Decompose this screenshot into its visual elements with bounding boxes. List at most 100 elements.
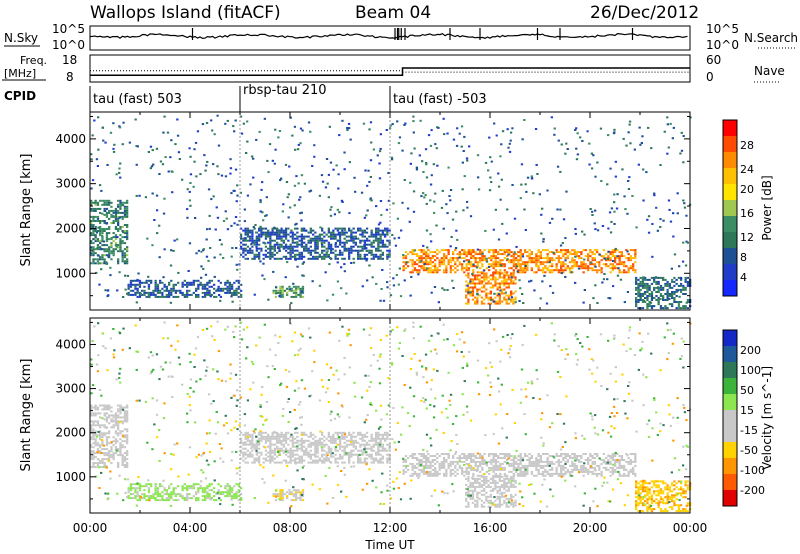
velocity-echo-cell — [143, 489, 146, 492]
velocity-echo-cell — [224, 487, 227, 490]
power-echo-cell — [226, 279, 229, 282]
velocity-echo-cell — [521, 466, 524, 469]
power-echo-cell — [564, 251, 567, 254]
power-echo-cell — [478, 282, 481, 285]
power-echo-cell — [114, 248, 118, 251]
power-echo-cell — [366, 209, 369, 212]
power-echo-cell — [298, 235, 301, 238]
velocity-echo-cell — [492, 455, 495, 457]
power-echo-cell — [279, 287, 282, 290]
velocity-echo-cell — [510, 462, 513, 465]
velocity-echo-cell — [181, 495, 184, 498]
power-echo-cell — [280, 243, 283, 246]
power-echo-cell — [363, 253, 366, 256]
power-echo-cell — [517, 261, 520, 264]
power-echo-cell — [354, 241, 357, 244]
power-echo-cell — [574, 129, 577, 131]
power-echo-cell — [512, 280, 515, 283]
velocity-echo-cell — [208, 485, 211, 488]
velocity-echo-cell — [172, 491, 175, 494]
power-echo-cell — [178, 158, 181, 160]
power-echo-cell — [425, 251, 428, 254]
power-echo-cell — [498, 274, 501, 277]
power-echo-cell — [129, 293, 133, 296]
power-echo-cell — [276, 227, 279, 230]
power-echo-cell — [222, 220, 226, 222]
power-echo-cell — [253, 255, 256, 258]
power-echo-cell — [332, 233, 335, 236]
power-echo-cell — [384, 243, 387, 246]
power-echo-cell — [296, 249, 299, 252]
power-echo-cell — [235, 289, 238, 292]
power-echo-cell — [123, 262, 127, 265]
velocity-echo-cell — [224, 491, 227, 494]
power-echo-cell — [496, 282, 499, 285]
power-echo-cell — [379, 221, 382, 224]
power-echo-cell — [269, 239, 272, 242]
power-echo-cell — [557, 251, 560, 254]
velocity-echo-cell — [530, 462, 533, 465]
power-echo-cell — [258, 257, 261, 260]
power-echo-cell — [676, 212, 679, 215]
power-echo-cell — [262, 262, 265, 265]
velocity-echo-cell — [147, 487, 151, 490]
velocity-echo-cell — [303, 431, 306, 434]
velocity-echo-cell — [90, 436, 93, 439]
power-echo-cell — [623, 261, 626, 264]
power-echo-cell — [259, 225, 262, 228]
velocity-echo-cell — [273, 437, 276, 440]
power-echo-cell — [99, 222, 102, 224]
power-echo-cell — [512, 257, 515, 260]
power-echo-cell — [240, 227, 243, 230]
power-echo-cell — [186, 208, 189, 211]
velocity-echo-cell — [312, 461, 315, 464]
power-echo-cell — [555, 249, 558, 252]
power-echo-cell — [533, 289, 536, 292]
power-echo-cell — [298, 198, 301, 201]
power-echo-cell — [372, 253, 375, 256]
velocity-echo-cell — [273, 449, 276, 452]
velocity-echo-cell — [108, 406, 111, 409]
power-echo-cell — [544, 261, 547, 264]
velocity-echo-cell — [94, 420, 97, 423]
velocity-echo-cell — [352, 441, 355, 444]
power-echo-cell — [673, 297, 676, 299]
velocity-echo-cell — [112, 452, 115, 455]
velocity-echo-cell — [295, 497, 298, 500]
nsky-tick-high: 10^5 — [52, 22, 85, 36]
velocity-echo-cell — [96, 424, 100, 427]
velocity-echo-cell — [295, 489, 298, 492]
power-echo-cell — [377, 223, 381, 226]
velocity-echo-cell — [499, 462, 502, 465]
velocity-echo-cell — [246, 439, 249, 442]
power-echo-cell — [515, 267, 518, 270]
power-echo-cell — [600, 271, 603, 274]
velocity-echo-cell — [110, 450, 113, 453]
velocity-echo-cell — [363, 439, 366, 442]
power-echo-cell — [515, 259, 518, 262]
power-echo-cell — [562, 255, 565, 258]
velocity-echo-cell — [557, 459, 560, 461]
power-echo-cell — [249, 247, 252, 250]
velocity-echo-cell — [181, 489, 184, 492]
power-echo-cell — [455, 210, 458, 213]
power-echo-cell — [276, 251, 279, 254]
velocity-echo-cell — [470, 457, 473, 459]
power-echo-cell — [330, 231, 333, 234]
power-echo-cell — [434, 265, 437, 268]
power-echo-cell — [490, 160, 493, 163]
velocity-echo-cell — [276, 445, 279, 448]
velocity-echo-cell — [420, 470, 423, 473]
power-echo-cell — [461, 263, 464, 266]
power-echo-cell — [618, 269, 621, 272]
velocity-echo-cell — [271, 433, 274, 436]
velocity-echo-cell — [287, 451, 290, 454]
power-echo-cell — [205, 122, 209, 124]
power-echo-cell — [557, 259, 560, 262]
power-echo-cell — [476, 261, 479, 264]
velocity-echo-cell — [526, 459, 529, 461]
power-echo-cell — [494, 271, 497, 274]
power-echo-cell — [566, 249, 569, 252]
velocity-echo-cell — [436, 472, 439, 475]
power-echo-cell — [189, 155, 192, 158]
